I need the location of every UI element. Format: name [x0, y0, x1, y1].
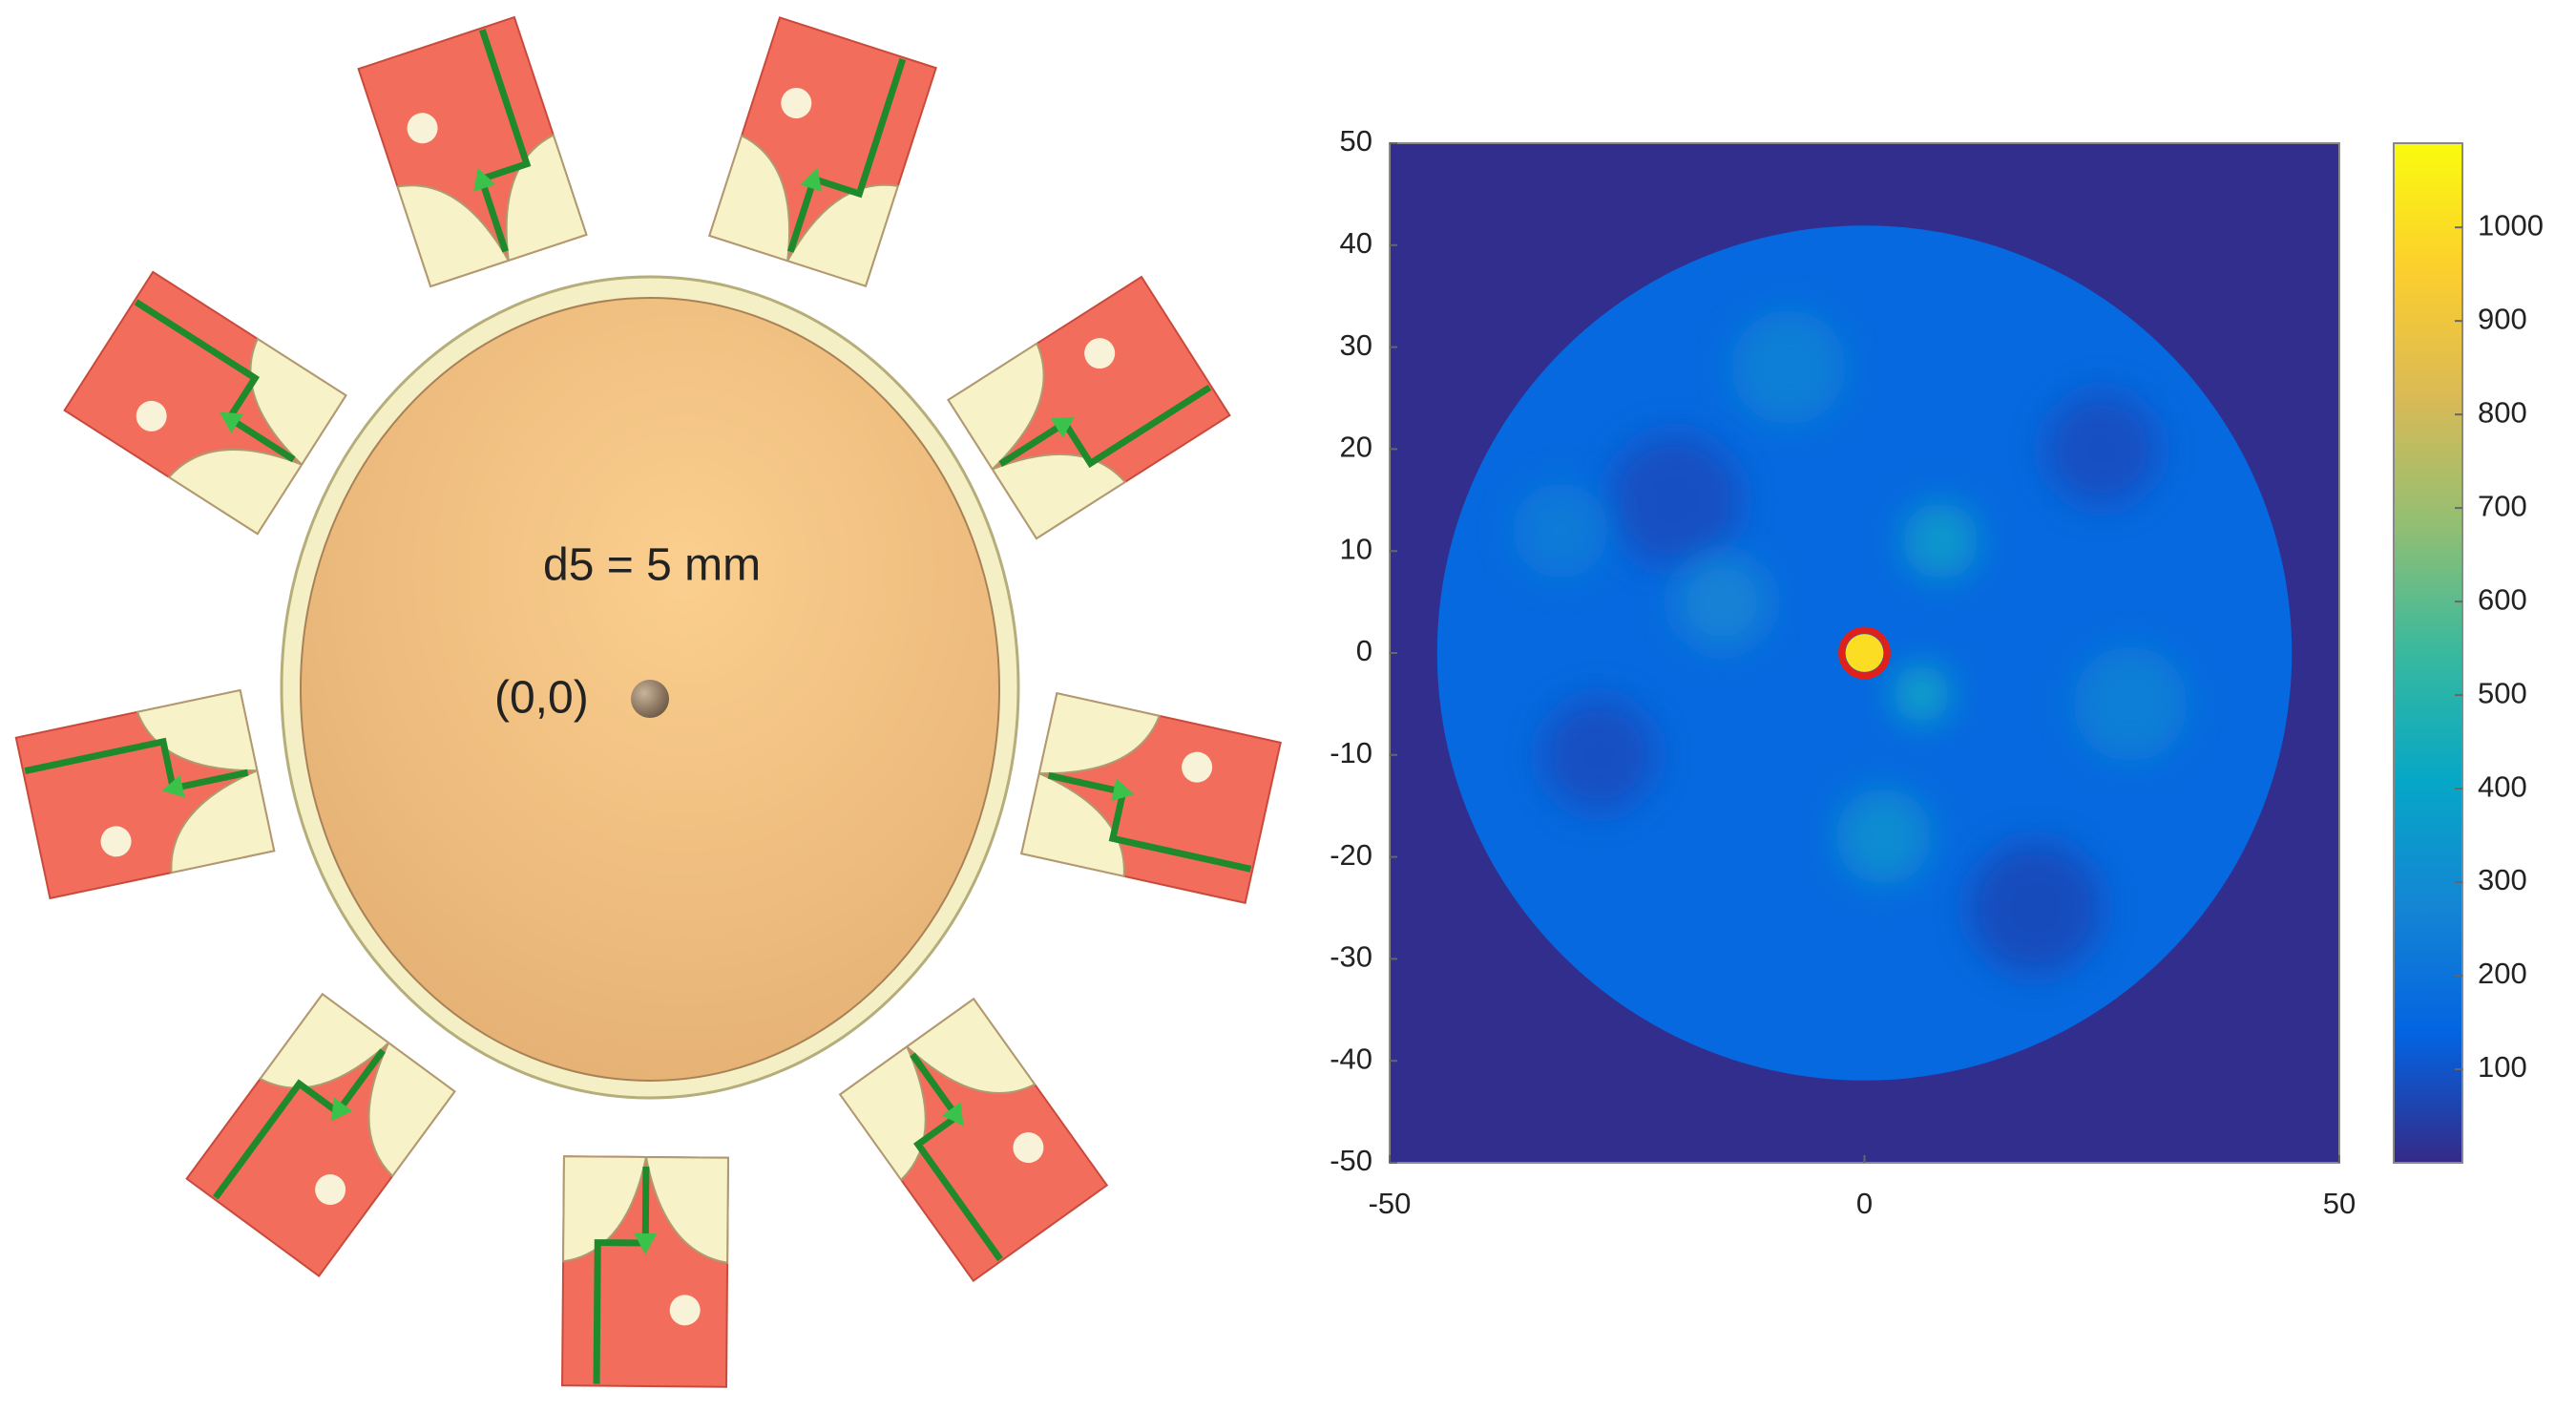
colorbar-tick-label: 100: [2478, 1050, 2527, 1084]
antenna: [14, 688, 276, 900]
antenna: [838, 997, 1109, 1283]
y-tick-label: 0: [1356, 634, 1372, 667]
x-tick-label: 0: [1856, 1187, 1873, 1220]
antenna: [185, 992, 456, 1278]
y-tick-label: -40: [1330, 1042, 1372, 1075]
heatmap-region: [1968, 841, 2103, 975]
colorbar: [2393, 142, 2463, 1164]
target: [631, 680, 669, 718]
heatmap-region: [1607, 433, 1742, 567]
colorbar-tick-label: 500: [2478, 676, 2527, 709]
y-tick-label: 20: [1340, 431, 1372, 464]
colorbar-tick-label: 1000: [2478, 208, 2544, 242]
heatmap-region: [1893, 664, 1951, 723]
heatmap-region: [2073, 646, 2188, 762]
x-tick-label: -50: [1369, 1187, 1412, 1220]
target-marker: [1838, 626, 1891, 680]
y-tick-label: 40: [1340, 226, 1372, 260]
y-tick-label: 50: [1340, 124, 1372, 158]
colorbar-tick-label: 300: [2478, 863, 2527, 896]
antenna: [947, 275, 1231, 540]
y-tick-label: 10: [1340, 532, 1372, 565]
colorbar-tick-label: 200: [2478, 957, 2527, 990]
heatmap-region: [1513, 483, 1608, 579]
y-tick-label: -20: [1330, 838, 1372, 872]
heatmap-region: [1902, 502, 1979, 579]
antenna: [1020, 691, 1282, 905]
distance-label: d5 = 5 mm: [543, 540, 761, 591]
antenna: [708, 16, 937, 287]
antenna: [63, 270, 347, 536]
y-tick-label: 30: [1340, 328, 1372, 362]
heatmap-region: [1731, 310, 1846, 425]
heatmap-region: [1845, 634, 1884, 672]
colorbar-tick-label: 400: [2478, 769, 2527, 803]
heatmap-plot: -50 -40 -30 -20 -10 0 10 20 30 40 50 -50 0 50 100 200 30…: [1330, 124, 2544, 1220]
colorbar-tick-label: 700: [2478, 489, 2527, 522]
heatmap-region: [1674, 554, 1770, 650]
x-tick-label: 50: [2323, 1187, 2356, 1220]
heatmap-region: [1835, 789, 1932, 884]
heatmap-region: [1541, 698, 1656, 812]
colorbar-tick-label: 600: [2478, 582, 2527, 616]
y-tick-label: -10: [1330, 736, 1372, 769]
y-tick-label: -30: [1330, 940, 1372, 974]
colorbar-tick-label: 800: [2478, 395, 2527, 429]
heatmap-field: [1390, 143, 2339, 1163]
antenna: [357, 15, 588, 288]
antenna: [561, 1155, 729, 1388]
colorbar-tick-label: 900: [2478, 302, 2527, 335]
origin-label: (0,0): [494, 673, 589, 724]
heatmap-region: [2044, 391, 2159, 507]
antenna-diagram: d5 = 5 mm (0,0): [14, 15, 1282, 1388]
y-tick-label: -50: [1330, 1144, 1372, 1177]
